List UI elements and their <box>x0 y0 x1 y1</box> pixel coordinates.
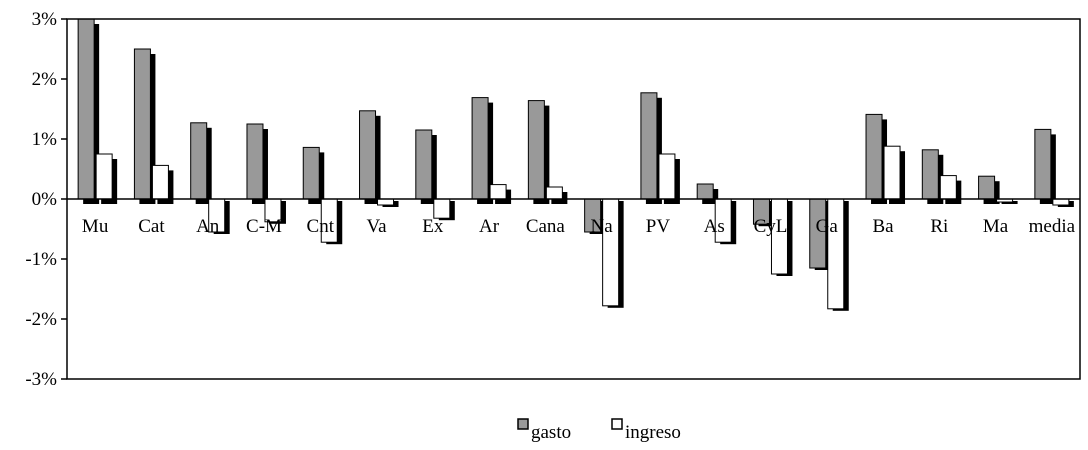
x-tick-label: Ri <box>930 216 948 237</box>
bar-gasto-Ba <box>865 113 883 200</box>
bar-gasto-media <box>1034 128 1052 200</box>
x-tick-label: Cat <box>138 216 165 237</box>
legend-label-ingreso: ingreso <box>625 422 681 443</box>
x-tick-label: C-M <box>246 216 282 237</box>
bar-ingreso-Mu <box>95 153 113 200</box>
x-tick-label: An <box>196 216 220 237</box>
bar-gasto-Va <box>359 110 377 200</box>
bar-ingreso-Va <box>377 198 395 206</box>
bar-gasto-As <box>696 183 714 200</box>
x-tick-label: Ba <box>872 216 894 237</box>
bar-gasto-Cana <box>527 100 545 200</box>
x-tick-label: Ar <box>479 216 500 237</box>
axes-layer: 3% 2% 1% 0% -1% -2% -3% <box>25 9 1081 390</box>
x-tick-label: Ma <box>983 216 1009 237</box>
bar-gasto-Ex <box>415 129 433 200</box>
x-tick-label: CyL <box>754 216 788 237</box>
y-tick-label: -3% <box>25 369 57 390</box>
y-tick-label: 2% <box>32 69 58 90</box>
bar-ingreso-Cat <box>151 164 169 200</box>
x-tick-label: Ex <box>422 216 444 237</box>
x-tick-label: Cana <box>526 216 566 237</box>
bar-ingreso-media <box>1052 198 1070 206</box>
bar-gasto-Mu <box>77 18 95 200</box>
bar-gasto-Cat <box>133 48 151 200</box>
y-tick-label: 3% <box>32 9 58 30</box>
y-tick-label: -1% <box>25 249 57 270</box>
x-tick-label: Mu <box>82 216 109 237</box>
bar-gasto-Ri <box>921 149 939 200</box>
x-tick-label: Ga <box>816 216 839 237</box>
y-tick-label: -2% <box>25 309 57 330</box>
legend-label-gasto: gasto <box>531 422 571 443</box>
bar-gasto-Cnt <box>302 146 320 200</box>
bar-gasto-Ar <box>471 97 489 200</box>
x-tick-label: Cnt <box>307 216 335 237</box>
x-tick-label: Na <box>591 216 614 237</box>
legend-swatch-gasto <box>517 418 529 430</box>
bar-gasto-PV <box>640 92 658 200</box>
x-tick-label: Va <box>366 216 387 237</box>
legend: gasto ingreso <box>517 418 681 443</box>
legend-swatch-ingreso <box>611 418 623 430</box>
bar-ingreso-Ar <box>489 184 507 200</box>
x-tick-label: media <box>1029 216 1076 237</box>
y-tick-label: 0% <box>32 189 58 210</box>
bar-ingreso-Cana <box>545 186 563 200</box>
bar-ingreso-Ri <box>939 175 957 200</box>
y-tick-label: 1% <box>32 129 58 150</box>
bars-layer <box>77 18 1074 311</box>
bar-ingreso-Ba <box>883 145 901 200</box>
bar-ingreso-PV <box>658 153 676 200</box>
x-tick-label: As <box>704 216 725 237</box>
category-labels: Mu Cat An C-M Cnt Va Ex Ar Cana Na PV As CyL Ga Ba Ri Ma… <box>82 216 1076 237</box>
bar-gasto-Ma <box>978 175 996 200</box>
bar-gasto-An <box>190 122 208 200</box>
bar-gasto-C-M <box>246 123 264 200</box>
x-tick-label: PV <box>646 216 671 237</box>
